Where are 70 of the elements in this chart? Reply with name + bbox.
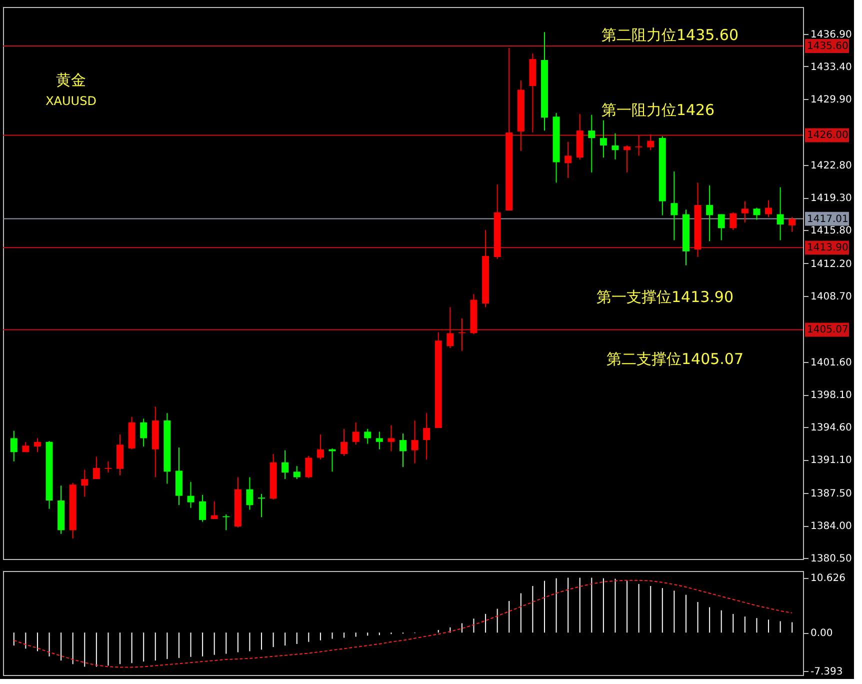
y-tick-label: 1401.60 [810, 357, 852, 368]
candlestick [352, 422, 360, 446]
y-tick-label: 1408.70 [810, 292, 852, 303]
candlestick [741, 200, 748, 224]
candlestick [718, 214, 725, 241]
candlestick [753, 207, 760, 220]
candlestick [104, 460, 112, 474]
candlestick [340, 428, 348, 456]
candlestick [635, 134, 642, 156]
candlestick [316, 434, 324, 460]
candlestick [765, 200, 772, 218]
candlestick [588, 114, 596, 173]
candlestick [788, 216, 796, 232]
candlestick [34, 438, 41, 453]
candlestick [400, 433, 406, 468]
y-tick-label: 1429.90 [810, 94, 852, 106]
y-tick-label: 10.626 [810, 573, 846, 584]
annotation: XAUUSD [46, 94, 96, 108]
annotation: 第一阻力位1426 [601, 101, 715, 119]
ref-line-label: 1426.00 [807, 130, 848, 142]
candlestick [647, 134, 654, 151]
annotation: 第二支撑位1405.07 [606, 350, 744, 368]
line-series [13, 580, 793, 668]
candlestick [305, 455, 312, 479]
y-tick-label: 1391.10 [810, 455, 852, 466]
y-tick-label: 1436.90 [810, 29, 852, 40]
candlestick [376, 431, 383, 450]
ref-line-label: 1413.90 [807, 242, 848, 254]
y-tick-label: 1380.50 [810, 554, 852, 565]
candlestick [258, 493, 266, 518]
candlestick [624, 144, 631, 173]
candlestick [187, 481, 194, 508]
candlestick [446, 306, 454, 349]
candlestick [282, 450, 289, 480]
ref-line-label: 1435.60 [807, 41, 848, 52]
annotation: 第一支撑位1413.90 [596, 288, 734, 306]
candlestick [670, 170, 678, 241]
y-tick-label: 0.00 [810, 628, 833, 640]
candlestick [564, 141, 572, 178]
candlestick [776, 186, 784, 241]
candlestick [210, 500, 218, 520]
candlestick [92, 456, 100, 480]
candlestick [730, 212, 737, 231]
ref-line-label: 1417.01 [807, 214, 848, 225]
y-tick-label: 1387.50 [810, 488, 852, 500]
y-tick-label: 1398.10 [810, 390, 852, 402]
annotation: 第二阻力位1435.60 [601, 26, 739, 44]
y-tick-label: 1433.40 [810, 62, 852, 73]
candlestick [140, 418, 148, 448]
candlestick [600, 120, 607, 158]
candlestick [706, 184, 714, 242]
candlestick [10, 430, 18, 462]
annotation: 黄金 [56, 71, 86, 89]
ref-line-label: 1405.07 [807, 324, 848, 336]
candlestick [423, 412, 430, 460]
candlestick [246, 476, 254, 510]
y-tick-label: 1415.80 [810, 226, 852, 237]
y-tick-label: 1384.00 [810, 521, 852, 532]
y-tick-label: 1422.80 [810, 160, 852, 172]
candlestick [81, 469, 88, 498]
candlestick [199, 494, 206, 522]
y-tick-label: 1412.20 [810, 258, 852, 270]
y-tick-label: 1419.30 [810, 193, 852, 204]
y-tick-label: 1394.60 [810, 422, 852, 434]
candlestick [388, 424, 395, 452]
candlestick [411, 420, 418, 464]
candlestick [293, 466, 300, 480]
candlestick [612, 132, 619, 160]
candlestick [364, 428, 372, 444]
y-tick-label: -7.393 [810, 666, 843, 678]
